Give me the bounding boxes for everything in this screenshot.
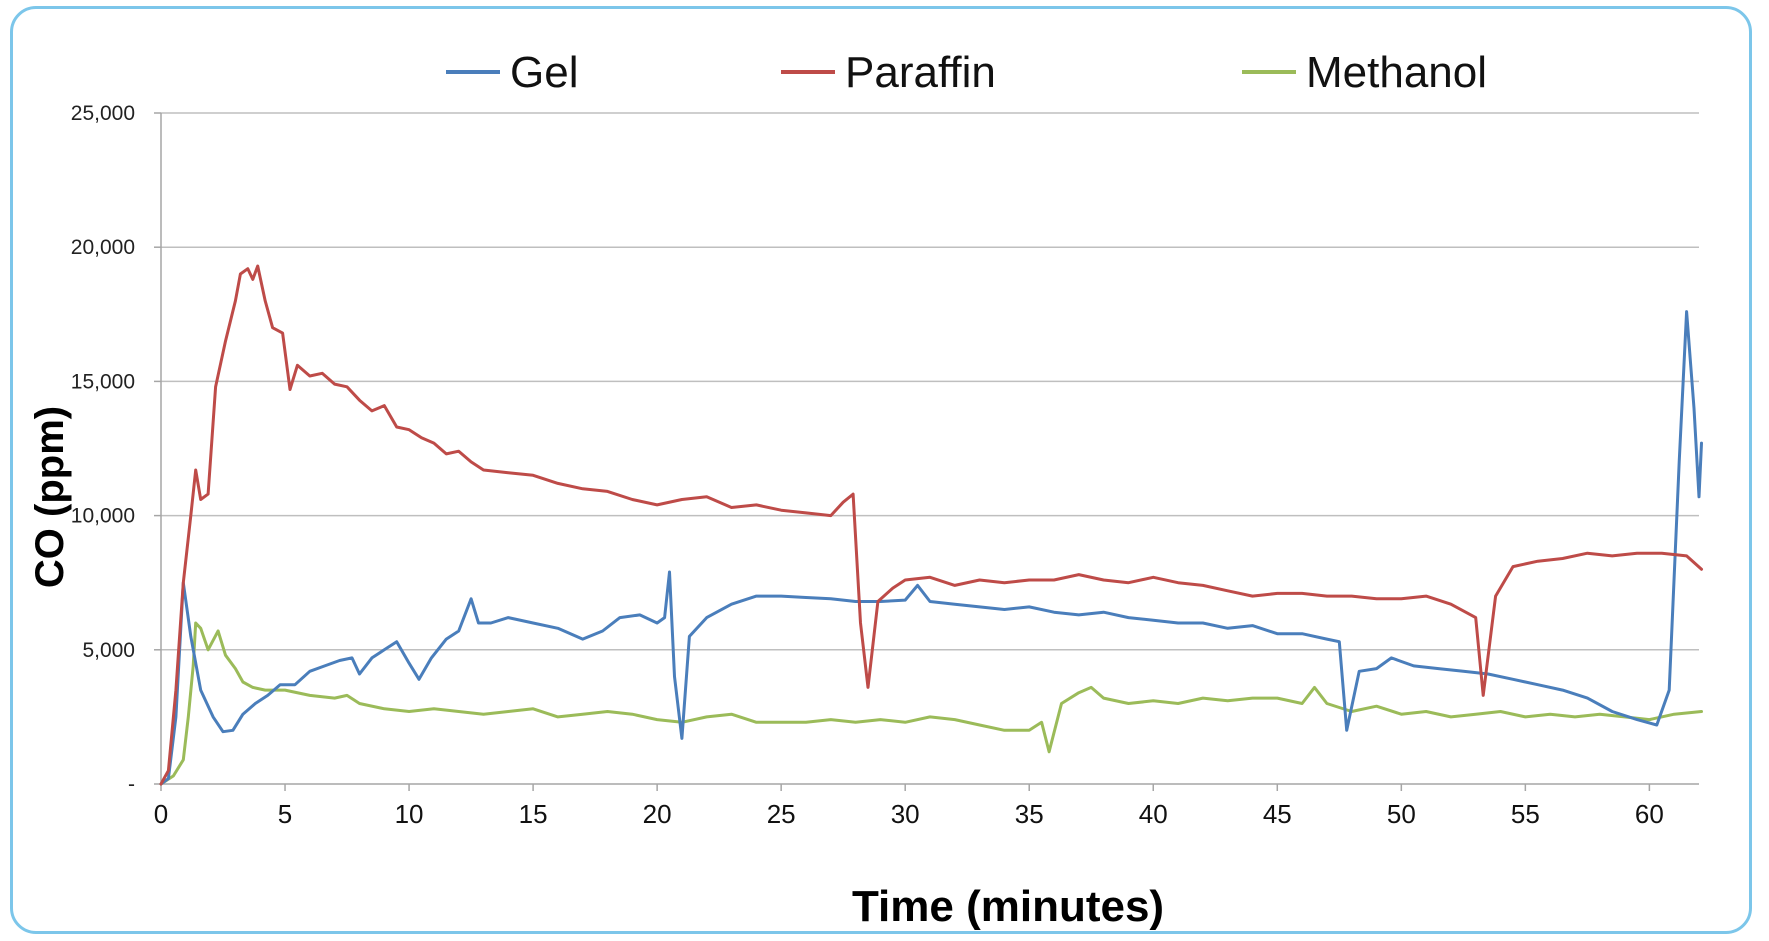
x-tick-label-0: 0: [154, 799, 168, 829]
x-tick-label-6: 30: [891, 799, 920, 829]
x-tick-label-11: 55: [1511, 799, 1540, 829]
gridlines: [161, 112, 1699, 651]
series-line-methanol: [159, 621, 1703, 786]
x-tick-label-9: 45: [1263, 799, 1292, 829]
series-line-paraffin: [159, 264, 1703, 786]
chart-frame: [10, 6, 1752, 934]
x-tick-label-2: 10: [395, 799, 424, 829]
y-tick-label-0: -: [128, 773, 135, 796]
x-tick-label-5: 25: [767, 799, 796, 829]
series-lines: [159, 264, 1703, 786]
legend-label-gel: Gel: [510, 48, 578, 97]
x-tick-label-3: 15: [519, 799, 548, 829]
x-tick-label-8: 40: [1139, 799, 1168, 829]
x-tick-labels: 0 5 10 15 20 25 30 35 40 45 50 55 60: [154, 799, 1664, 829]
x-axis-title: Time (minutes): [852, 882, 1164, 931]
x-tick-label-7: 35: [1015, 799, 1044, 829]
x-tick-label-1: 5: [278, 799, 292, 829]
y-tick-label-4: 20,000: [71, 236, 135, 259]
legend-label-paraffin: Paraffin: [845, 48, 996, 97]
legend-label-methanol: Methanol: [1306, 48, 1487, 97]
x-tick-label-4: 20: [643, 799, 672, 829]
y-tick-label-1: 5,000: [82, 639, 135, 662]
axes: [154, 112, 1699, 791]
x-tick-label-10: 50: [1387, 799, 1416, 829]
y-axis-title: CO (ppm): [28, 406, 72, 588]
y-tick-labels: - 5,000 10,000 15,000 20,000 25,000: [71, 102, 135, 796]
legend: Gel Paraffin Methanol: [446, 48, 1487, 97]
y-tick-label-5: 25,000: [71, 102, 135, 125]
x-tick-label-12: 60: [1635, 799, 1664, 829]
y-tick-label-3: 15,000: [71, 370, 135, 393]
series-line-gel: [159, 310, 1703, 786]
y-tick-label-2: 10,000: [71, 505, 135, 528]
